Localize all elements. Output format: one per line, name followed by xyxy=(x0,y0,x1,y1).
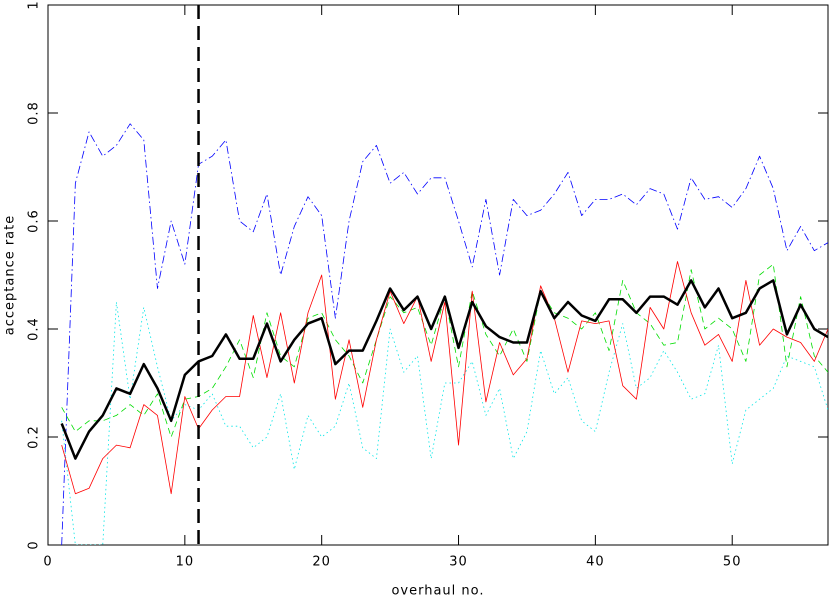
y-tick-label: 0.4 xyxy=(27,317,42,341)
x-tick-label: 10 xyxy=(176,555,195,570)
y-tick-label: 0.6 xyxy=(27,209,42,233)
series-line xyxy=(61,263,828,438)
y-tick-label: 0.8 xyxy=(27,101,42,125)
y-axis-label: acceptance rate xyxy=(3,215,18,336)
x-tick-label: 30 xyxy=(449,555,468,570)
y-tick-label: 0 xyxy=(27,540,42,549)
x-tick-label: 40 xyxy=(586,555,605,570)
series-line xyxy=(60,279,828,460)
x-axis-label: overhaul no. xyxy=(391,584,484,599)
y-tick-label: 0.2 xyxy=(27,425,42,449)
series-line xyxy=(61,261,828,495)
x-tick-label: 0 xyxy=(43,555,52,570)
x-tick-label: 50 xyxy=(723,555,742,570)
series-line xyxy=(61,123,828,545)
x-tick-label: 20 xyxy=(312,555,331,570)
y-tick-label: 1 xyxy=(27,0,42,9)
plot-frame xyxy=(47,4,829,546)
